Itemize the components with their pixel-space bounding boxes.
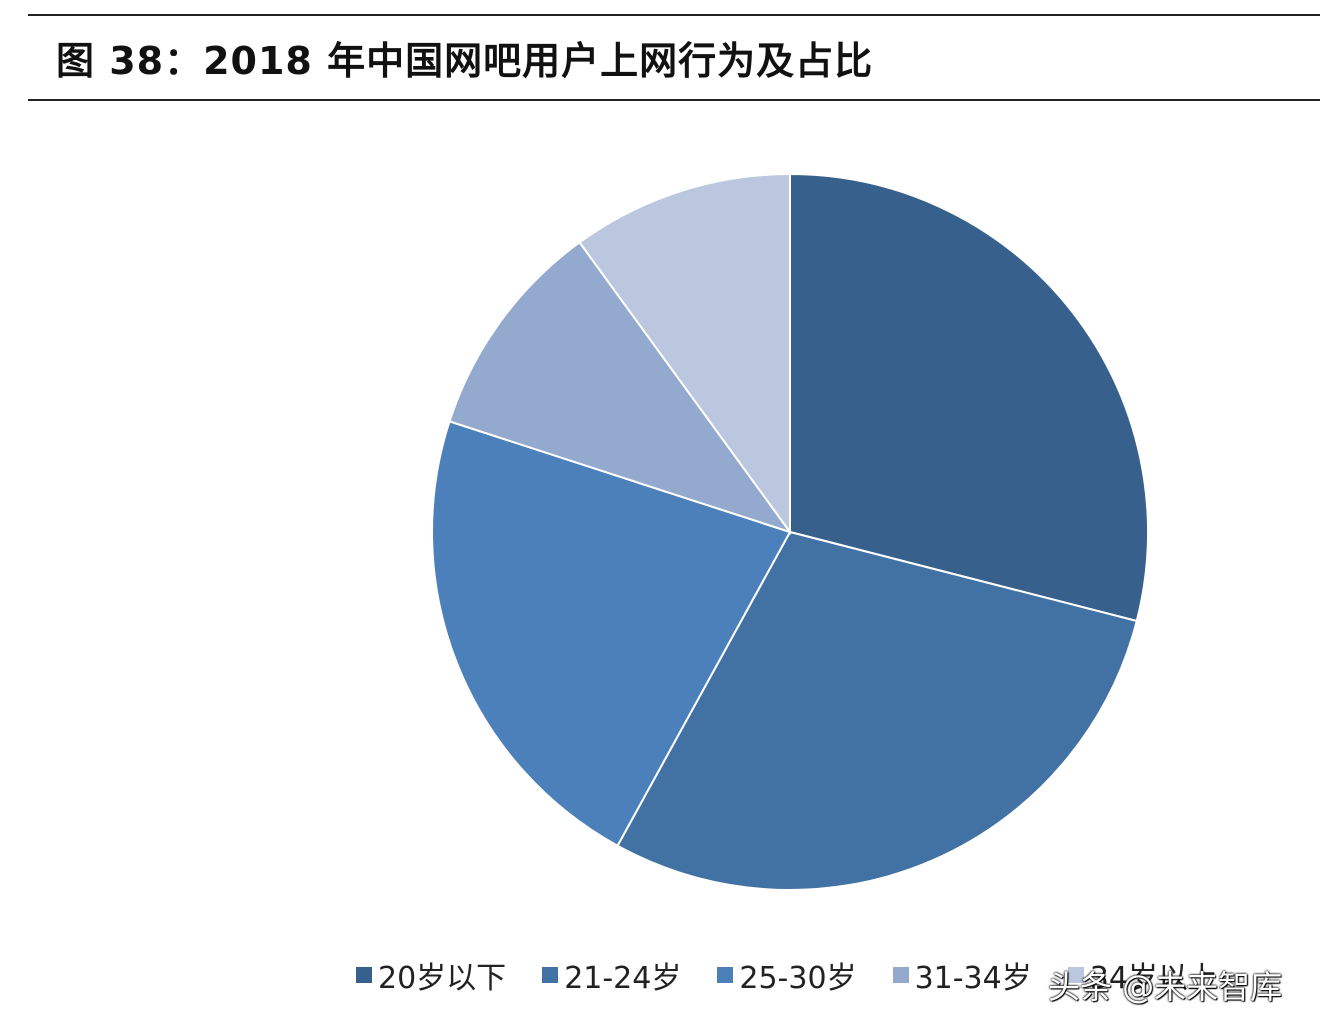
legend-label: 34岁以上 xyxy=(1089,961,1218,996)
title-underline xyxy=(28,99,1320,101)
pie-slice-3 xyxy=(431,420,792,848)
legend-label: 21-24岁 xyxy=(564,961,682,996)
top-rule xyxy=(28,14,1320,16)
legend-item-2: 21-24岁 xyxy=(542,953,681,997)
watermark-text: 头条 @未来智库 xyxy=(1048,968,1283,1006)
legend-item-3: 25-30岁 xyxy=(717,953,857,997)
pie-slice-4 xyxy=(448,240,793,534)
legend-swatch xyxy=(542,967,559,983)
legend-label: 31-34岁 xyxy=(914,961,1032,996)
chart-legend: 20岁以下 21-24岁 25-30岁 31-34岁 34岁以上 xyxy=(356,950,1218,1000)
pie-slice-5 xyxy=(578,172,791,536)
legend-label: 25-30岁 xyxy=(739,961,857,996)
legend-item-5: 34岁以上 xyxy=(1067,953,1218,997)
pie-slice-1 xyxy=(789,172,1149,623)
legend-swatch xyxy=(892,967,909,983)
pie-slice-2 xyxy=(616,530,1138,891)
legend-item-1: 20岁以下 xyxy=(356,953,506,997)
legend-swatch xyxy=(356,967,372,983)
legend-label: 20岁以下 xyxy=(378,961,507,996)
legend-swatch xyxy=(1067,967,1084,983)
legend-swatch xyxy=(717,967,734,983)
figure-title: 图 38：2018 年中国网吧用户上网行为及占比 xyxy=(56,39,874,83)
legend-item-4: 31-34岁 xyxy=(892,953,1032,997)
